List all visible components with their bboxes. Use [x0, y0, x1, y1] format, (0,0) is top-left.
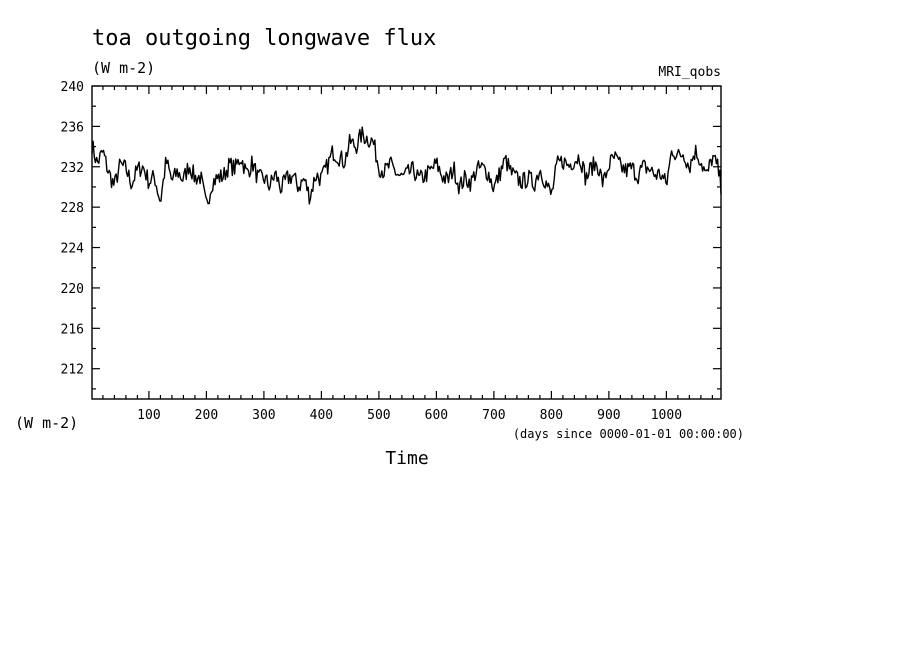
- y-tick-label: 240: [61, 80, 84, 95]
- x-tick-label: 500: [367, 408, 390, 423]
- x-tick-label: 700: [482, 408, 505, 423]
- y-axis-label: (W m-2): [15, 414, 78, 432]
- x-axis-units: (days since 0000-01-01 00:00:00): [513, 427, 744, 441]
- x-axis-label: Time: [385, 448, 428, 469]
- y-tick-label: 224: [61, 242, 85, 257]
- chart-title: toa outgoing longwave flux: [92, 26, 436, 51]
- y-tick-label: 220: [61, 282, 84, 297]
- x-tick-label: 600: [425, 408, 448, 423]
- y-tick-label: 228: [61, 201, 84, 216]
- series-line-toa-outgoing-longwave-flux: [91, 126, 722, 205]
- y-tick-label: 236: [61, 120, 84, 135]
- y-tick-label: 212: [61, 363, 84, 378]
- x-tick-label: 200: [195, 408, 218, 423]
- axis-ticks: [92, 85, 721, 399]
- x-tick-label: 900: [597, 408, 620, 423]
- plot-area-frame: [91, 85, 722, 400]
- source-label: MRI_qobs: [658, 65, 721, 80]
- x-tick-label: 1000: [651, 408, 682, 423]
- x-tick-label: 300: [252, 408, 275, 423]
- y-tick-label: 216: [61, 322, 84, 337]
- y-tick-label: 232: [61, 161, 84, 176]
- x-tick-label: 400: [310, 408, 333, 423]
- chart-subtitle-units: (W m-2): [92, 59, 155, 77]
- x-tick-label: 800: [540, 408, 563, 423]
- y-axis-tick-labels: 212 216 220 224 228 232 236 240: [61, 80, 85, 378]
- x-tick-label: 100: [137, 408, 160, 423]
- x-axis-tick-labels: 100 200 300 400 500 600 700 800 900 1000: [137, 408, 682, 423]
